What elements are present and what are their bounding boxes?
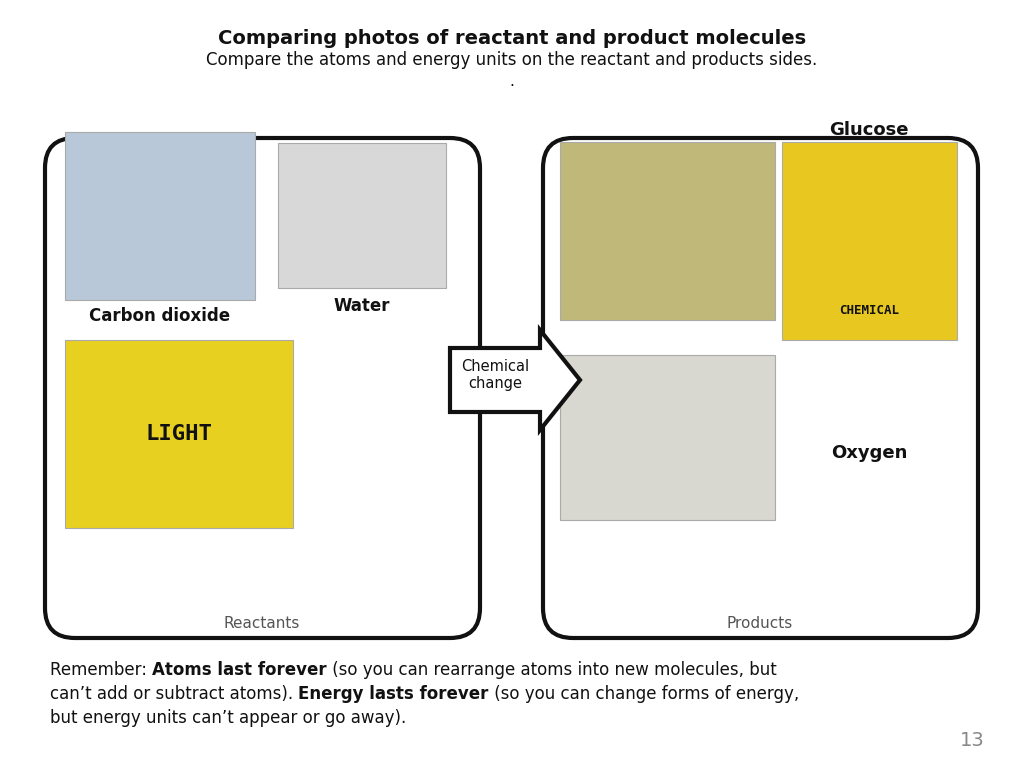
Text: Atoms last forever: Atoms last forever — [153, 661, 327, 679]
Text: Reactants: Reactants — [224, 615, 300, 631]
Polygon shape — [450, 330, 580, 430]
Bar — [560, 355, 775, 520]
Text: Energy lasts forever: Energy lasts forever — [298, 685, 488, 703]
Bar — [65, 132, 255, 300]
Text: (so you can change forms of energy,: (so you can change forms of energy, — [488, 685, 799, 703]
Text: can’t add or subtract atoms).: can’t add or subtract atoms). — [50, 685, 298, 703]
Text: 13: 13 — [961, 731, 985, 750]
Text: Oxygen: Oxygen — [830, 444, 907, 462]
Text: Compare the atoms and energy units on the reactant and products sides.: Compare the atoms and energy units on th… — [207, 51, 817, 69]
FancyBboxPatch shape — [543, 138, 978, 638]
Bar — [560, 142, 775, 320]
Text: Products: Products — [727, 615, 794, 631]
Text: Glucose: Glucose — [829, 121, 908, 139]
Text: Remember:: Remember: — [50, 661, 153, 679]
Text: LIGHT: LIGHT — [145, 424, 212, 444]
Text: Water: Water — [334, 297, 390, 315]
Text: Carbon dioxide: Carbon dioxide — [89, 307, 230, 325]
Text: Chemical
change: Chemical change — [461, 359, 529, 391]
FancyBboxPatch shape — [45, 138, 480, 638]
Text: (so you can rearrange atoms into new molecules, but: (so you can rearrange atoms into new mol… — [327, 661, 776, 679]
Text: Comparing photos of reactant and product molecules: Comparing photos of reactant and product… — [218, 28, 806, 48]
Text: .: . — [510, 74, 514, 90]
Text: CHEMICAL: CHEMICAL — [839, 303, 899, 316]
Bar — [278, 143, 446, 288]
Bar — [782, 142, 957, 340]
Bar — [65, 340, 293, 528]
Text: but energy units can’t appear or go away).: but energy units can’t appear or go away… — [50, 709, 407, 727]
